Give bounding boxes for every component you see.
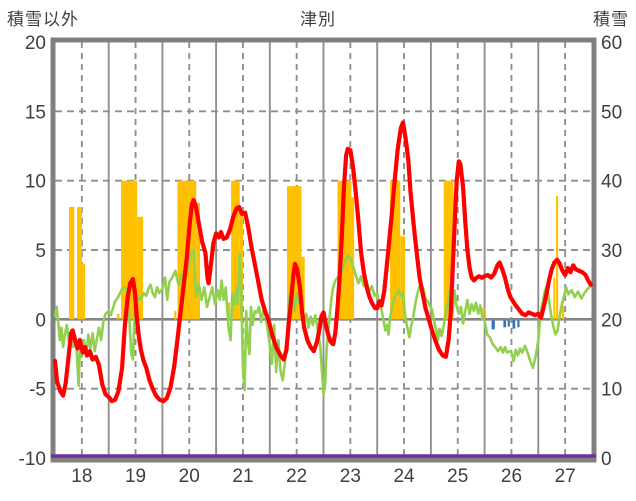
sunshine-bar [137, 216, 144, 320]
x-tick-label: 27 [555, 466, 576, 487]
sunshine-bar [77, 207, 82, 320]
y-right-tick-label: 50 [601, 102, 622, 123]
sunshine-bar [390, 180, 401, 320]
y-right-tick-label: 0 [601, 449, 612, 470]
x-tick-label: 18 [71, 466, 92, 487]
sunshine-bar [196, 202, 200, 320]
left-axis-title: 積雪以外 [7, 10, 79, 29]
sunshine-bar [443, 180, 454, 320]
x-tick-label: 23 [340, 466, 361, 487]
x-tick-label: 26 [501, 466, 522, 487]
sunshine-bar [553, 277, 556, 320]
sunshine-bar [231, 180, 240, 320]
precip-bar [503, 320, 507, 328]
x-tick-label: 22 [286, 466, 307, 487]
sunshine-bar [561, 305, 565, 320]
red-line [52, 120, 594, 404]
x-tick-label: 25 [447, 466, 468, 487]
sunshine-bar [116, 313, 120, 320]
sunshine-bar [400, 236, 406, 320]
sunshine-bar [68, 207, 75, 320]
sunshine-bar [81, 263, 86, 320]
y-left-tick-label: 10 [25, 172, 46, 193]
precip-bar [517, 320, 520, 328]
precip-bar [491, 320, 495, 330]
x-tick-label: 24 [393, 466, 415, 487]
precip-bar [507, 320, 510, 327]
x-tick-label: 20 [179, 466, 200, 487]
y-left-tick-label: 0 [35, 310, 46, 331]
y-left-tick-label: -10 [19, 449, 46, 470]
y-left-tick-label: 5 [35, 241, 46, 262]
precip-bar [512, 320, 516, 329]
y-left-tick-label: 20 [25, 33, 46, 54]
y-left-tick-label: 15 [25, 102, 46, 123]
sunshine-bar [301, 256, 305, 320]
y-right-tick-label: 10 [601, 380, 622, 401]
chart-title: 津別 [300, 10, 336, 29]
y-right-tick-label: 30 [601, 241, 622, 262]
x-tick-label: 21 [232, 466, 253, 487]
y-right-tick-label: 40 [601, 172, 622, 193]
y-left-tick-label: -5 [29, 380, 46, 401]
y-right-tick-label: 60 [601, 33, 622, 54]
sunshine-bar [227, 302, 231, 320]
sunshine-bar [351, 197, 355, 320]
plot-border [50, 37, 597, 463]
y-right-tick-label: 20 [601, 310, 622, 331]
right-axis-title: 積雪 [593, 10, 629, 29]
x-tick-label: 19 [125, 466, 146, 487]
sunshine-bar [174, 311, 177, 320]
